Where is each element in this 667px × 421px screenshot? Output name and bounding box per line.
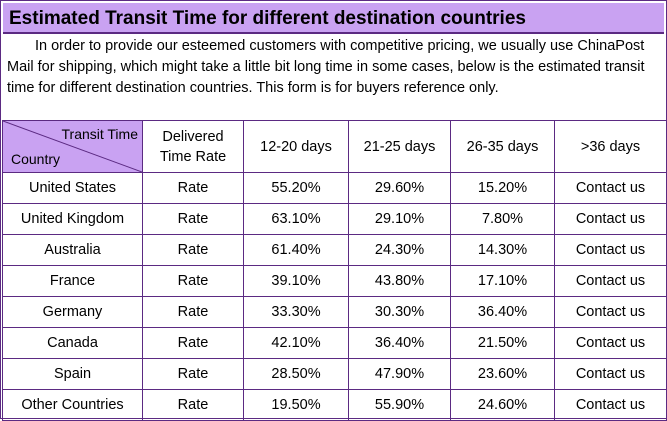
corner-label-country: Country — [11, 151, 61, 167]
pct-21-25-cell: 43.80% — [348, 265, 451, 297]
sheet-title: Estimated Transit Time for different des… — [3, 3, 664, 34]
rate-cell: Rate — [142, 389, 244, 421]
contact-us-cell[interactable]: Contact us — [554, 296, 667, 328]
pct-12-20-cell: 33.30% — [243, 296, 349, 328]
pct-21-25-cell: 29.60% — [348, 172, 451, 204]
header-26-35-days: 26-35 days — [450, 120, 555, 173]
pct-21-25-cell: 55.90% — [348, 389, 451, 421]
pct-26-35-cell: 23.60% — [450, 358, 555, 390]
table-header-row: Transit Time Country Delivered Time Rate… — [2, 120, 667, 173]
contact-us-cell[interactable]: Contact us — [554, 327, 667, 359]
pct-21-25-cell: 29.10% — [348, 203, 451, 235]
table-row: Australia Rate 61.40% 24.30% 14.30% Contact u… — [2, 234, 667, 266]
pct-21-25-cell: 24.30% — [348, 234, 451, 266]
country-cell: Australia — [2, 234, 143, 266]
contact-us-cell[interactable]: Contact us — [554, 389, 667, 421]
corner-label-transit-time: Transit Time — [61, 126, 139, 142]
rate-cell: Rate — [142, 234, 244, 266]
header-delivered-line2: Time Rate — [159, 148, 227, 165]
rate-cell: Rate — [142, 296, 244, 328]
rate-cell: Rate — [142, 327, 244, 359]
header-delivered-time-rate: Delivered Time Rate — [142, 120, 244, 173]
corner-header-cell: Transit Time Country — [2, 120, 143, 173]
rate-cell: Rate — [142, 265, 244, 297]
pct-26-35-cell: 24.60% — [450, 389, 555, 421]
pct-26-35-cell: 17.10% — [450, 265, 555, 297]
rate-cell: Rate — [142, 203, 244, 235]
pct-26-35-cell: 21.50% — [450, 327, 555, 359]
pct-12-20-cell: 19.50% — [243, 389, 349, 421]
country-cell: United States — [2, 172, 143, 204]
pct-12-20-cell: 28.50% — [243, 358, 349, 390]
intro-text: In order to provide our esteemed custome… — [7, 38, 645, 96]
country-cell: Other Countries — [2, 389, 143, 421]
table-row: France Rate 39.10% 43.80% 17.10% Contact us — [2, 265, 667, 297]
header-over-36-days: >36 days — [554, 120, 667, 173]
country-cell: United Kingdom — [2, 203, 143, 235]
table-row: Canada Rate 42.10% 36.40% 21.50% Contact us — [2, 327, 667, 359]
header-21-25-days: 21-25 days — [348, 120, 451, 173]
contact-us-cell[interactable]: Contact us — [554, 203, 667, 235]
contact-us-cell[interactable]: Contact us — [554, 172, 667, 204]
table-row: United Kingdom Rate 63.10% 29.10% 7.80% Conta… — [2, 203, 667, 235]
rate-cell: Rate — [142, 358, 244, 390]
pct-26-35-cell: 36.40% — [450, 296, 555, 328]
pct-12-20-cell: 55.20% — [243, 172, 349, 204]
country-cell: France — [2, 265, 143, 297]
country-cell: Germany — [2, 296, 143, 328]
table-row: Germany Rate 33.30% 30.30% 36.40% Contact us — [2, 296, 667, 328]
table-row: Other Countries Rate 19.50% 55.90% 24.60% Con… — [2, 389, 667, 421]
pct-12-20-cell: 42.10% — [243, 327, 349, 359]
contact-us-cell[interactable]: Contact us — [554, 234, 667, 266]
pct-26-35-cell: 7.80% — [450, 203, 555, 235]
contact-us-cell[interactable]: Contact us — [554, 265, 667, 297]
transit-time-table: Transit Time Country Delivered Time Rate… — [2, 120, 667, 421]
intro-paragraph: In order to provide our esteemed custome… — [7, 36, 663, 120]
pct-21-25-cell: 36.40% — [348, 327, 451, 359]
country-cell: Canada — [2, 327, 143, 359]
header-12-20-days: 12-20 days — [243, 120, 349, 173]
header-delivered-line1: Delivered — [162, 128, 224, 145]
pct-21-25-cell: 47.90% — [348, 358, 451, 390]
pct-12-20-cell: 39.10% — [243, 265, 349, 297]
table-row: Spain Rate 28.50% 47.90% 23.60% Contact us — [2, 358, 667, 390]
corner-diagonal-line — [3, 121, 142, 172]
rate-cell: Rate — [142, 172, 244, 204]
pct-26-35-cell: 15.20% — [450, 172, 555, 204]
country-cell: Spain — [2, 358, 143, 390]
table-row: United States Rate 55.20% 29.60% 15.20% Conta… — [2, 172, 667, 204]
pct-26-35-cell: 14.30% — [450, 234, 555, 266]
pct-12-20-cell: 63.10% — [243, 203, 349, 235]
pct-21-25-cell: 30.30% — [348, 296, 451, 328]
pct-12-20-cell: 61.40% — [243, 234, 349, 266]
contact-us-cell[interactable]: Contact us — [554, 358, 667, 390]
